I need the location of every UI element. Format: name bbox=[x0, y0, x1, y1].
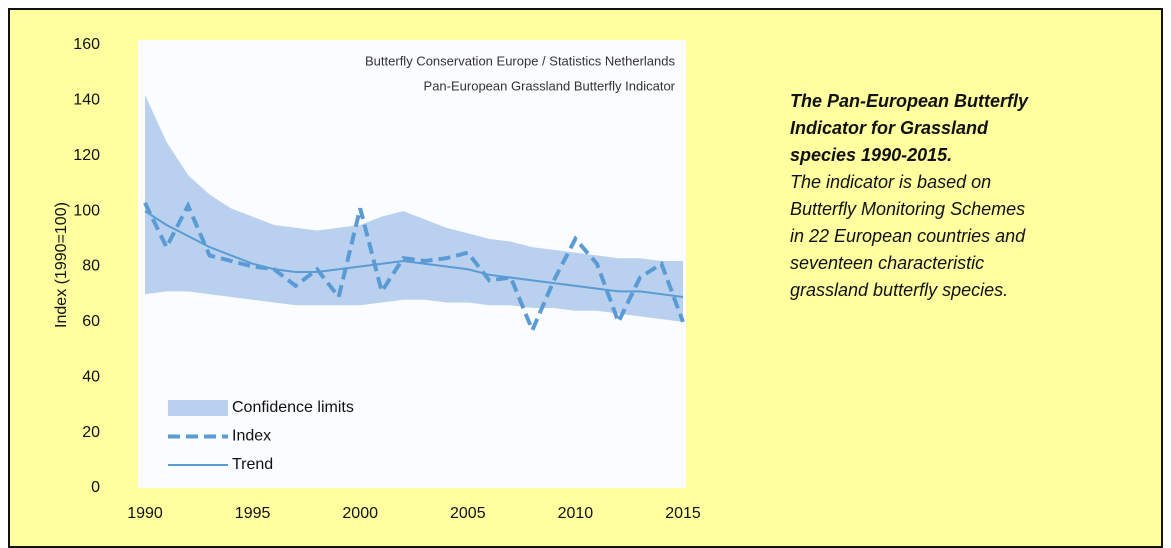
y-tick-label: 60 bbox=[82, 313, 100, 330]
y-tick-label: 40 bbox=[82, 368, 100, 385]
y-tick-label: 120 bbox=[73, 147, 100, 164]
legend-label: Trend bbox=[232, 456, 273, 473]
caption-line: Butterfly Monitoring Schemes bbox=[790, 199, 1026, 219]
y-axis-label: Index (1990=100) bbox=[53, 202, 70, 328]
y-tick-label: 140 bbox=[73, 92, 100, 109]
trend-line bbox=[144, 210, 684, 298]
chart-source: Butterfly Conservation Europe / Statisti… bbox=[365, 53, 675, 68]
legend-label: Confidence limits bbox=[232, 399, 354, 416]
caption-line: seventeen characteristic bbox=[790, 253, 985, 273]
caption: The Pan-European Butterfly Indicator for … bbox=[790, 88, 1028, 304]
caption-line: in 22 European countries and bbox=[790, 226, 1026, 246]
x-tick-label: 2015 bbox=[665, 505, 701, 522]
caption-line: grassland butterfly species. bbox=[790, 280, 1009, 300]
x-tick-label: 2000 bbox=[342, 505, 378, 522]
y-tick-label: 160 bbox=[73, 36, 100, 53]
x-tick-label: 1990 bbox=[127, 505, 163, 522]
legend-swatch bbox=[168, 400, 228, 416]
y-tick-label: 20 bbox=[82, 424, 100, 441]
x-tick-label: 1995 bbox=[235, 505, 271, 522]
legend-label: Index bbox=[232, 428, 271, 445]
x-tick-label: 2010 bbox=[558, 505, 594, 522]
caption-line: The Pan-European Butterfly bbox=[790, 91, 1029, 111]
x-tick-label: 2005 bbox=[450, 505, 486, 522]
chart-title: Pan-European Grassland Butterfly Indicat… bbox=[424, 78, 676, 93]
caption-line: Indicator for Grassland bbox=[790, 118, 989, 138]
caption-line: species 1990-2015. bbox=[790, 145, 953, 165]
caption-line: The indicator is based on bbox=[790, 172, 992, 192]
index-line bbox=[143, 200, 685, 336]
y-tick-label: 80 bbox=[82, 258, 100, 275]
y-tick-label: 100 bbox=[73, 202, 100, 219]
confidence-band bbox=[145, 94, 683, 322]
y-tick-label: 0 bbox=[91, 479, 100, 496]
